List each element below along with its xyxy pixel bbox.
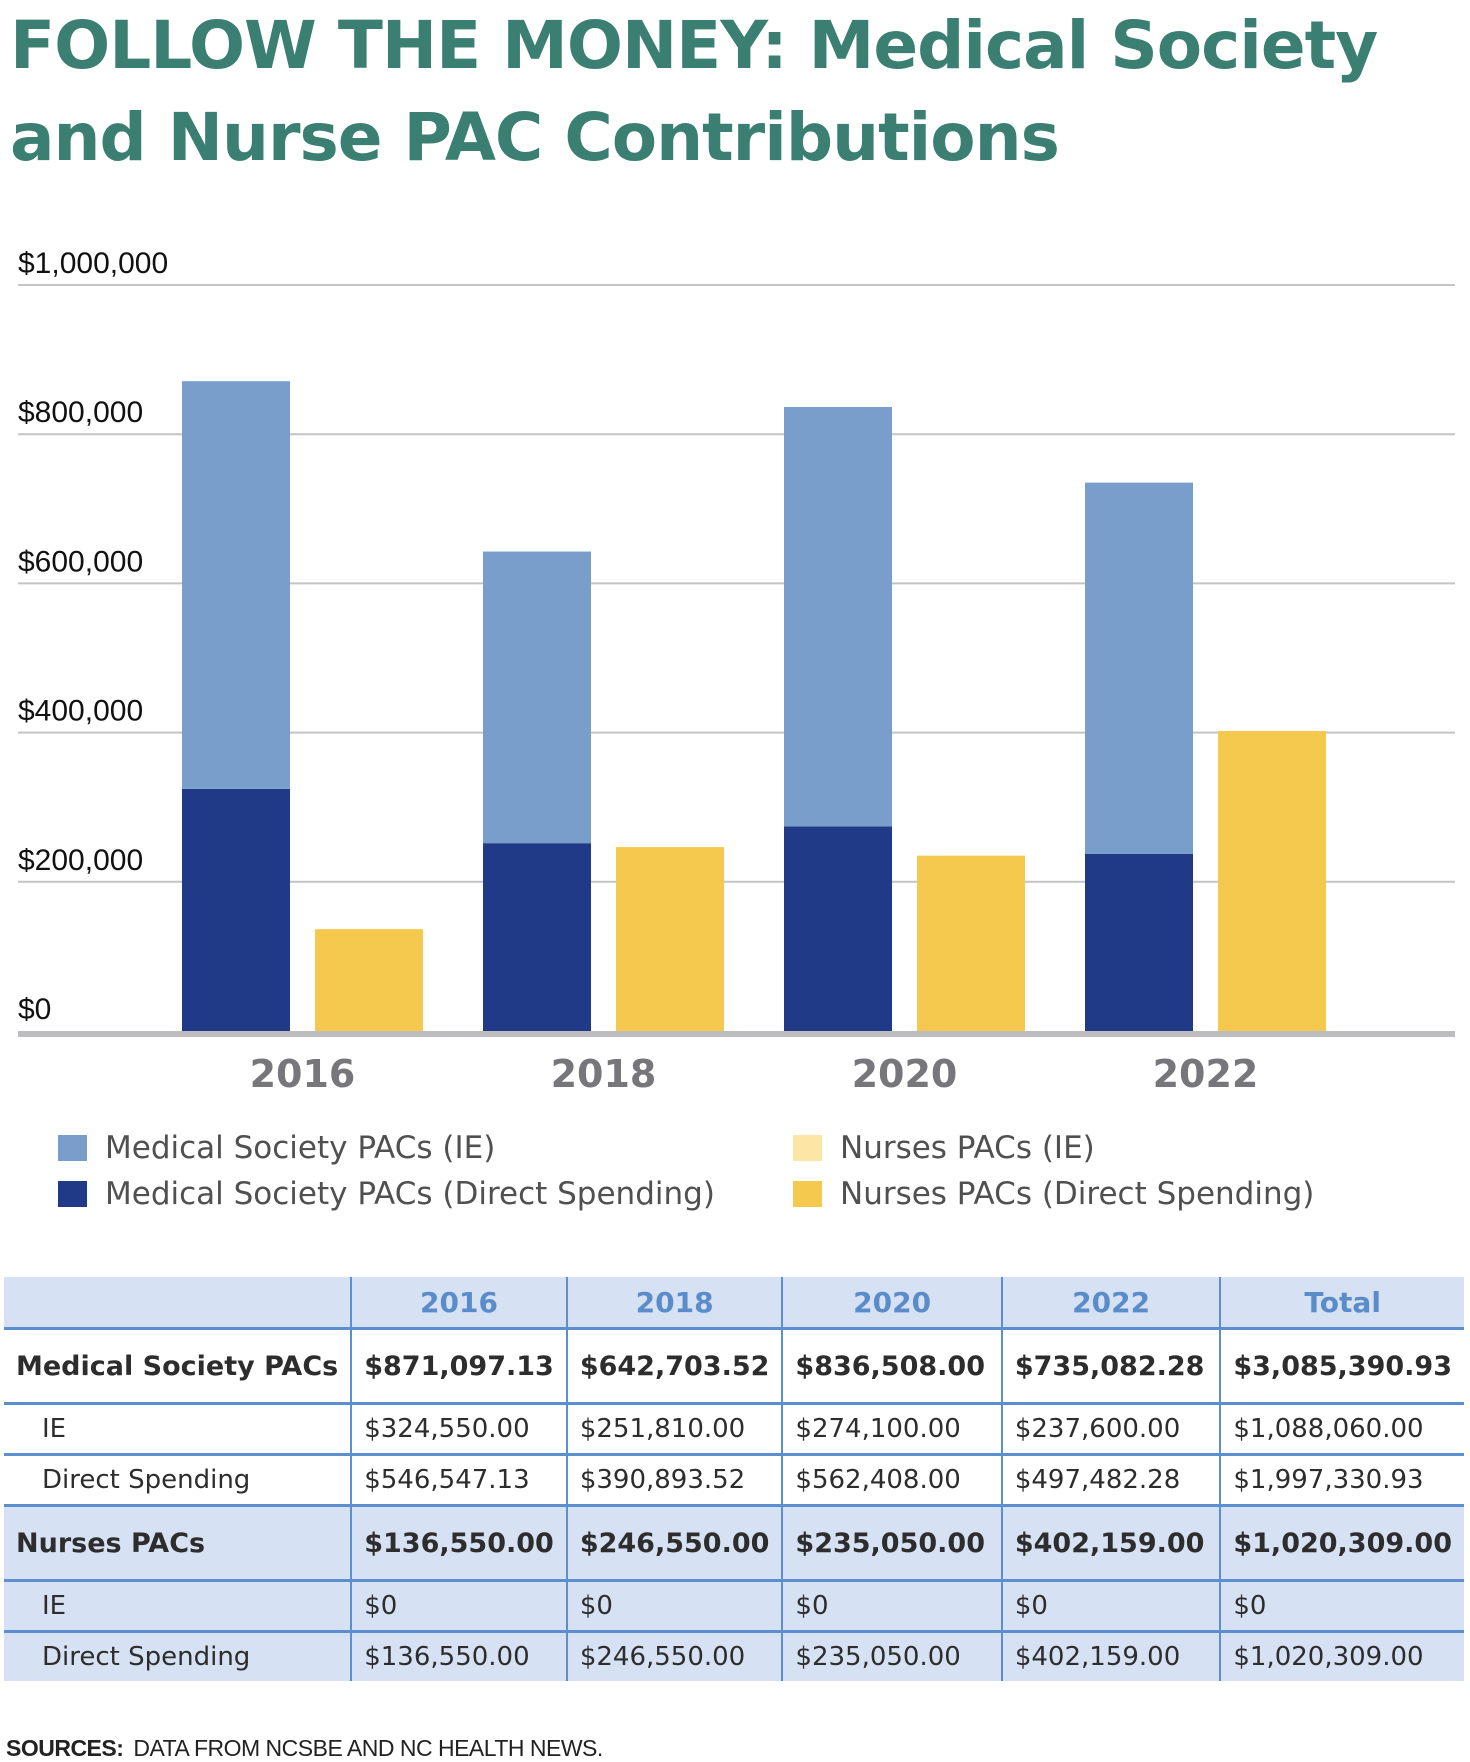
table-cell: $235,050.00 (782, 1631, 1003, 1681)
x-tick-label: 2022 (1153, 1052, 1259, 1096)
table-cell: $402,159.00 (1001, 1631, 1222, 1681)
table-cell: $402,159.00 (1001, 1505, 1222, 1582)
bar-med-ie-2022 (1085, 482, 1193, 854)
table-cell: $237,600.00 (1001, 1403, 1222, 1456)
table-cell: $1,088,060.00 (1220, 1403, 1464, 1456)
row-label: Direct Spending (4, 1631, 353, 1681)
table-row: Medical Society PACs $871,097.13 $642,703.… (4, 1328, 1464, 1405)
legend-swatch-med-direct (58, 1181, 87, 1207)
table-cell: $836,508.00 (782, 1328, 1003, 1405)
row-label: Direct Spending (4, 1454, 353, 1507)
legend-swatch-med-ie (58, 1135, 87, 1161)
table-cell: $136,550.00 (351, 1505, 568, 1582)
legend-label: Medical Society PACs (IE) (105, 1130, 496, 1166)
table-cell: $390,893.52 (566, 1454, 784, 1507)
sources-note: SOURCES: DATA FROM NCSBE AND NC HEALTH NE… (6, 1735, 603, 1762)
table-row: Direct Spending $546,547.13 $390,893.52 $56… (4, 1454, 1464, 1507)
bar-nurse-direct-2022 (1218, 730, 1326, 1031)
x-axis-baseline (18, 1031, 1455, 1037)
table-row: Direct Spending $136,550.00 $246,550.00 $23… (4, 1631, 1464, 1681)
legend-swatch-nurse-direct (793, 1181, 822, 1207)
table-header-cell: 2016 (351, 1277, 568, 1330)
table-row: Nurses PACs $136,550.00 $246,550.00 $235,05… (4, 1505, 1464, 1582)
x-axis-ticks: 2016 2018 2020 2022 (250, 1052, 1259, 1096)
legend-label: Nurses PACs (Direct Spending) (840, 1176, 1315, 1212)
row-label: IE (4, 1403, 353, 1456)
legend-item-med-direct: Medical Society PACs (Direct Spending) (58, 1176, 715, 1212)
table-cell: $735,082.28 (1001, 1328, 1222, 1405)
bars (182, 381, 1326, 1031)
table-cell: $497,482.28 (1001, 1454, 1222, 1507)
row-label: Medical Society PACs (4, 1328, 353, 1405)
bar-med-direct-2022 (1085, 853, 1193, 1031)
table-header-cell (4, 1277, 353, 1330)
row-label: IE (4, 1580, 353, 1633)
bar-med-ie-2016 (182, 381, 290, 789)
table-cell: $871,097.13 (351, 1328, 568, 1405)
table-header-cell: 2022 (1001, 1277, 1222, 1330)
y-tick-label: $200,000 (18, 844, 143, 877)
table-cell: $251,810.00 (566, 1403, 784, 1456)
bar-nurse-direct-2020 (917, 855, 1025, 1031)
table-cell: $642,703.52 (566, 1328, 784, 1405)
legend-item-nurse-ie: Nurses PACs (IE) (793, 1130, 1095, 1166)
table-cell: $246,550.00 (566, 1631, 784, 1681)
table-cell: $1,997,330.93 (1220, 1454, 1464, 1507)
legend-label: Nurses PACs (IE) (840, 1130, 1095, 1166)
table-cell: $235,050.00 (782, 1505, 1003, 1582)
bar-nurse-direct-2016 (315, 929, 423, 1031)
legend-swatch-nurse-ie (793, 1135, 822, 1161)
contributions-table: 2016 2018 2020 2022 Total Medical Societ… (4, 1277, 1464, 1681)
y-tick-label: $0 (18, 993, 51, 1026)
table-header-cell: Total (1220, 1277, 1464, 1330)
stacked-bar-chart: $0 $200,000 $400,000 $600,000 $800,000 $1,000… (18, 247, 1455, 1096)
table-header-row: 2016 2018 2020 2022 Total (4, 1277, 1464, 1330)
x-tick-label: 2020 (852, 1052, 958, 1096)
table-cell: $1,020,309.00 (1220, 1631, 1464, 1681)
table-cell: $0 (1001, 1580, 1222, 1633)
table-row: IE $0 $0 $0 $0 $0 (4, 1580, 1464, 1633)
table-cell: $0 (1220, 1580, 1464, 1633)
bar-med-ie-2020 (784, 406, 892, 827)
table-cell: $1,020,309.00 (1220, 1505, 1464, 1582)
table-cell: $562,408.00 (782, 1454, 1003, 1507)
table-cell: $546,547.13 (351, 1454, 568, 1507)
row-label: Nurses PACs (4, 1505, 353, 1582)
x-tick-label: 2018 (551, 1052, 657, 1096)
bar-med-ie-2018 (483, 551, 591, 844)
table-cell: $0 (782, 1580, 1003, 1633)
y-axis-ticks: $0 $200,000 $400,000 $600,000 $800,000 $1,000… (18, 247, 168, 1026)
table-header-cell: 2018 (566, 1277, 784, 1330)
table-cell: $0 (566, 1580, 784, 1633)
table-cell: $136,550.00 (351, 1631, 568, 1681)
table-cell: $324,550.00 (351, 1403, 568, 1456)
table-cell: $274,100.00 (782, 1403, 1003, 1456)
table-cell: $246,550.00 (566, 1505, 784, 1582)
legend-item-nurse-direct: Nurses PACs (Direct Spending) (793, 1176, 1314, 1212)
table-row: IE $324,550.00 $251,810.00 $274,100.00 $237,… (4, 1403, 1464, 1456)
y-tick-label: $800,000 (18, 396, 143, 429)
bar-med-direct-2018 (483, 843, 591, 1031)
bar-med-direct-2020 (784, 826, 892, 1031)
chart-title: FOLLOW THE MONEY: Medical Society and Nu… (10, 7, 1378, 176)
bar-med-direct-2016 (182, 788, 290, 1031)
y-tick-label: $1,000,000 (18, 247, 168, 280)
legend-label: Medical Society PACs (Direct Spending) (105, 1176, 715, 1212)
sources-label: SOURCES: (6, 1735, 124, 1761)
legend-item-med-ie: Medical Society PACs (IE) (58, 1130, 495, 1166)
table-cell: $3,085,390.93 (1220, 1328, 1464, 1405)
table-header-cell: 2020 (782, 1277, 1003, 1330)
sources-text: DATA FROM NCSBE AND NC HEALTH NEWS. (133, 1735, 603, 1761)
bar-nurse-direct-2018 (616, 847, 724, 1031)
y-tick-label: $400,000 (18, 695, 143, 728)
x-tick-label: 2016 (250, 1052, 356, 1096)
table-cell: $0 (351, 1580, 568, 1633)
y-tick-label: $600,000 (18, 545, 143, 578)
